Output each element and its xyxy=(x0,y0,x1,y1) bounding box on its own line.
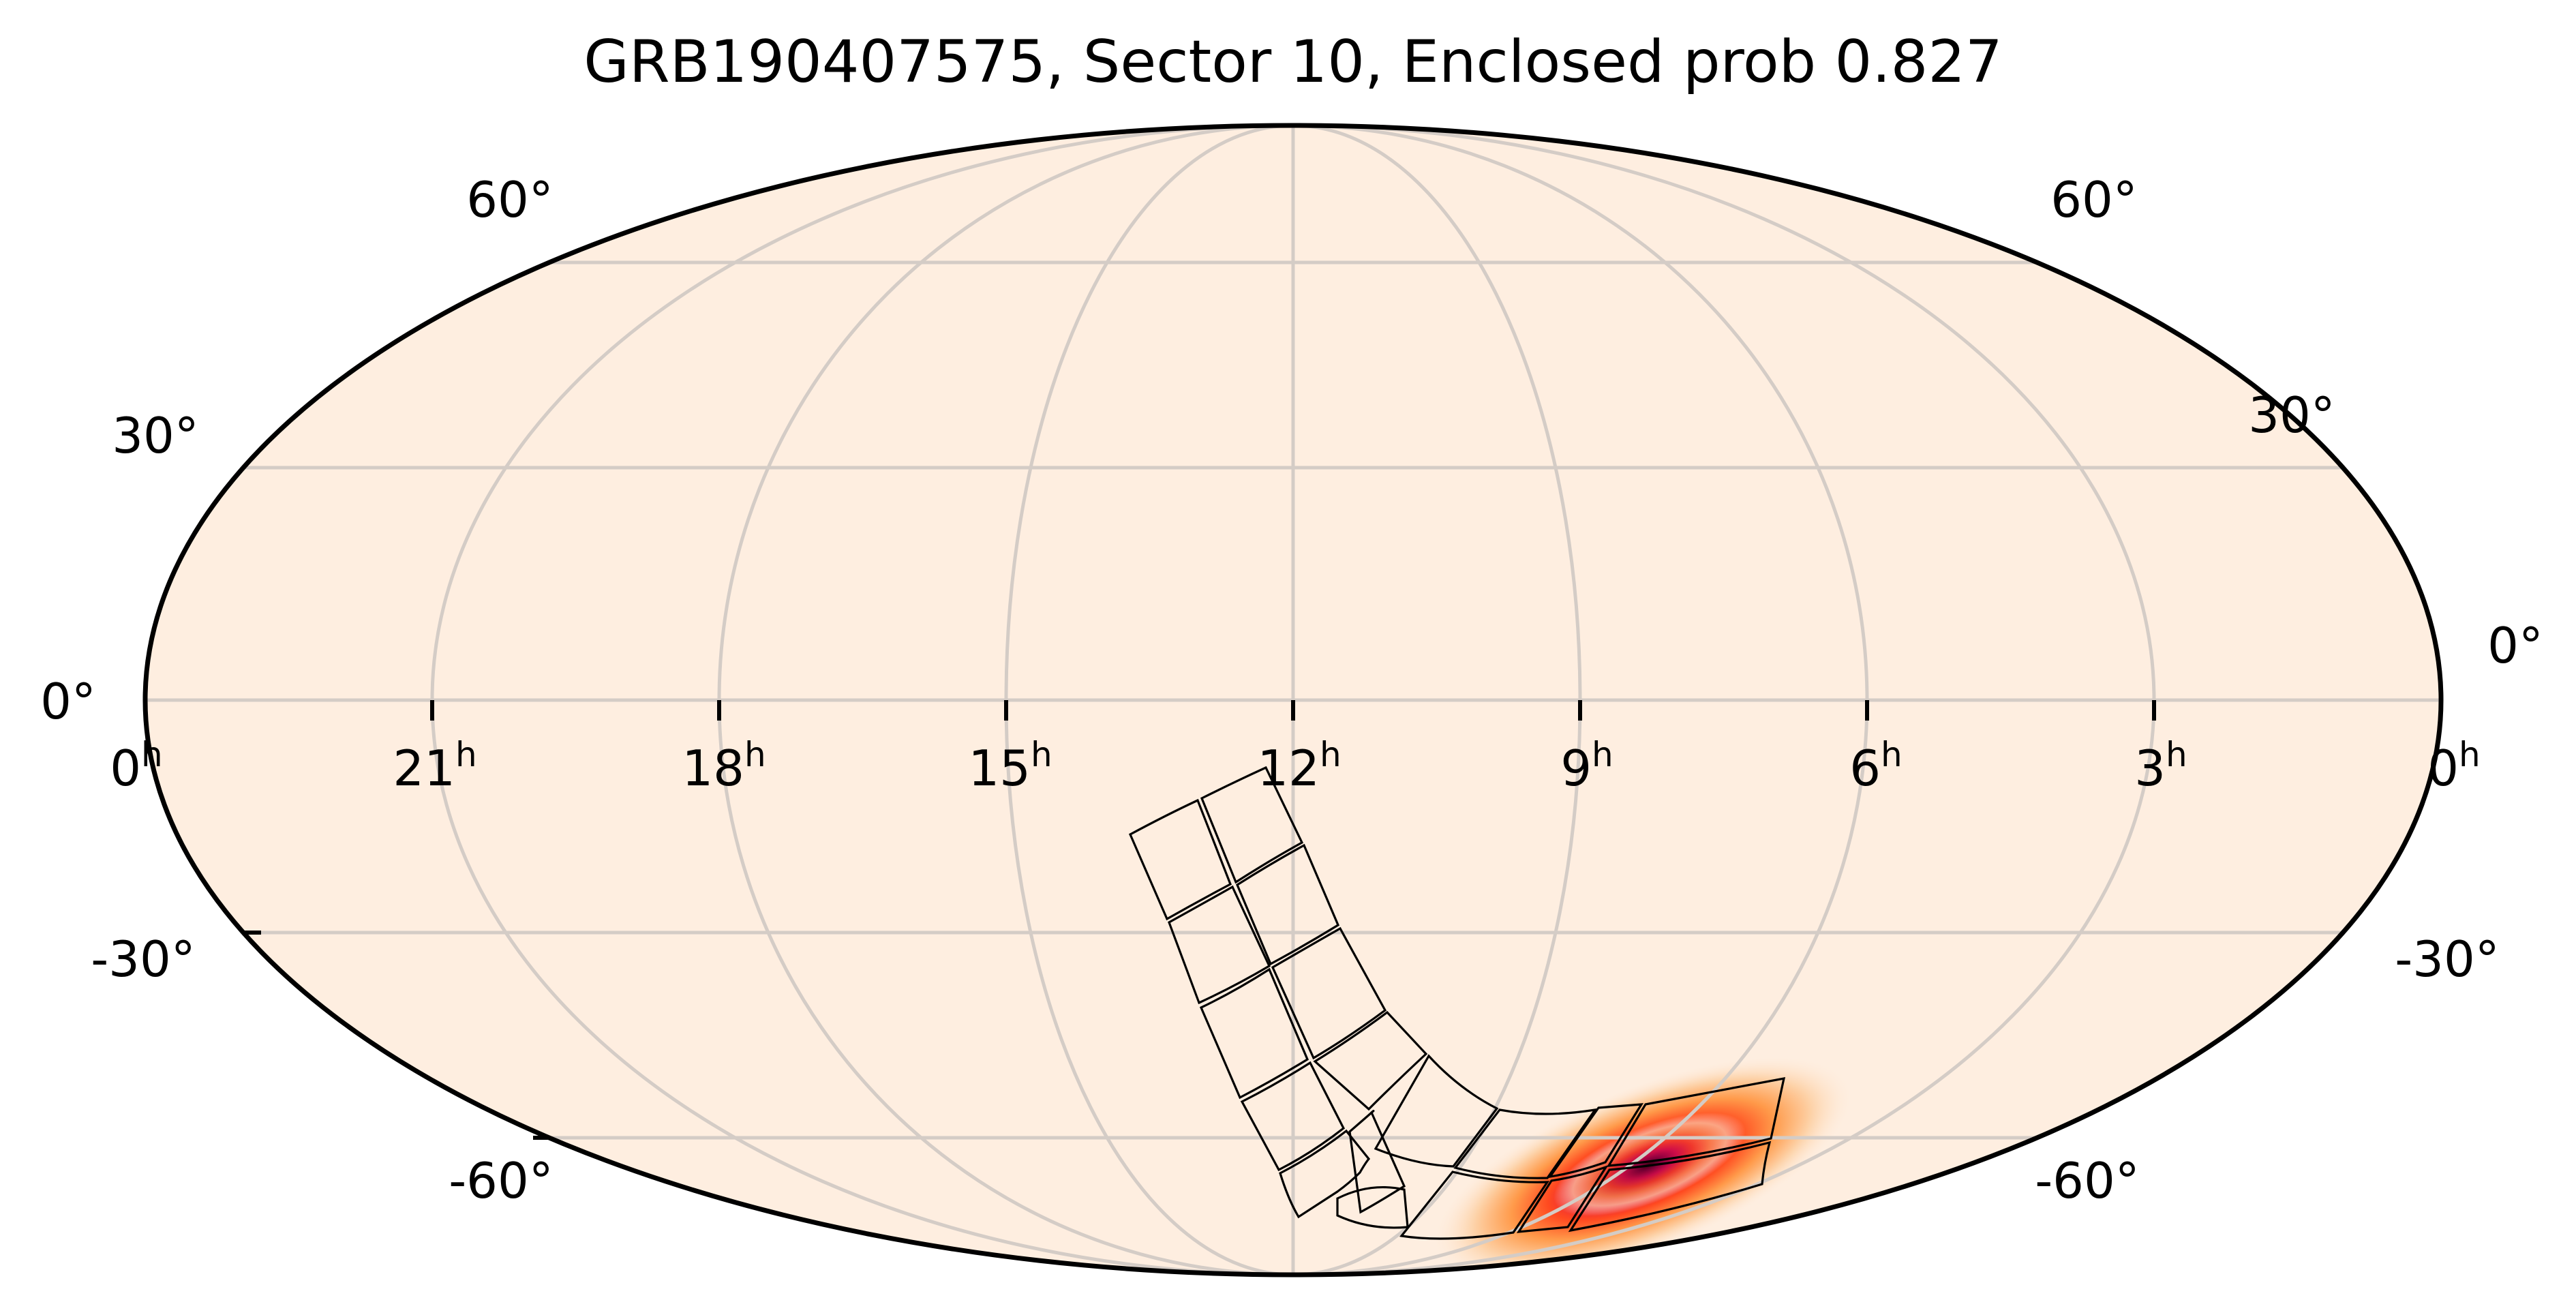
dec-tick-labels-right: 60° 30° 0° -30° -60° xyxy=(2035,171,2543,1209)
ccd-outline xyxy=(1279,1129,1371,1219)
sky-map-border xyxy=(142,123,2444,1278)
ccd-outline xyxy=(1235,843,1340,966)
ccd-outline xyxy=(1313,1010,1428,1111)
ccd-outline xyxy=(1348,1109,1406,1214)
dec-label-right-minus30: -30° xyxy=(2395,931,2500,988)
ccd-outline xyxy=(1374,1054,1499,1168)
dec-label-right-minus60: -60° xyxy=(2035,1152,2140,1209)
ccd-outline xyxy=(1516,1165,1609,1233)
dec-ticks xyxy=(243,931,551,1140)
ccd-outline xyxy=(1568,1140,1772,1233)
ccd-outline xyxy=(1200,766,1304,884)
ccd-outline xyxy=(1168,885,1271,1005)
dec-label-left-60: 60° xyxy=(466,171,554,228)
ra-tick-labels: 0h 21h 18h 15h 12h 9h 6h 3h 0h xyxy=(110,735,2481,797)
ccd-outline xyxy=(1453,1108,1598,1179)
ccd-outline xyxy=(1607,1076,1786,1167)
dec-label-left-0: 0° xyxy=(40,673,96,730)
ra-label-12h: 12h xyxy=(1257,735,1341,797)
dec-label-left-30: 30° xyxy=(112,407,199,464)
dec-label-right-60: 60° xyxy=(2050,171,2138,228)
dec-label-right-30: 30° xyxy=(2248,387,2335,444)
ra-label-0h-left: 0h xyxy=(110,735,163,797)
ccd-outline xyxy=(1199,967,1309,1100)
ra-label-9h: 9h xyxy=(1560,735,1613,797)
ra-ticks xyxy=(430,700,2156,721)
ccd-outline xyxy=(1399,1170,1550,1240)
ra-label-0h-right: 0h xyxy=(2427,735,2481,797)
ra-label-15h: 15h xyxy=(968,735,1052,797)
ccd-outline xyxy=(1128,798,1232,921)
dec-tick-labels-left: 60° 30° 0° -30° -60° xyxy=(40,171,554,1209)
ra-label-3h: 3h xyxy=(2134,735,2187,797)
dec-label-left-minus60: -60° xyxy=(449,1152,554,1209)
ra-label-18h: 18h xyxy=(682,735,766,797)
ccd-outline xyxy=(1271,926,1387,1060)
dec-label-left-minus30: -30° xyxy=(91,931,196,988)
ra-label-21h: 21h xyxy=(393,735,476,797)
ccd-outline xyxy=(1547,1103,1644,1179)
dec-label-right-0: 0° xyxy=(2487,617,2543,674)
tess-footprint xyxy=(1128,766,1786,1240)
ccd-outline xyxy=(1240,1061,1346,1172)
ra-label-6h: 6h xyxy=(1849,735,1903,797)
chart-title: GRB190407575, Sector 10, Enclosed prob 0… xyxy=(584,28,2003,96)
